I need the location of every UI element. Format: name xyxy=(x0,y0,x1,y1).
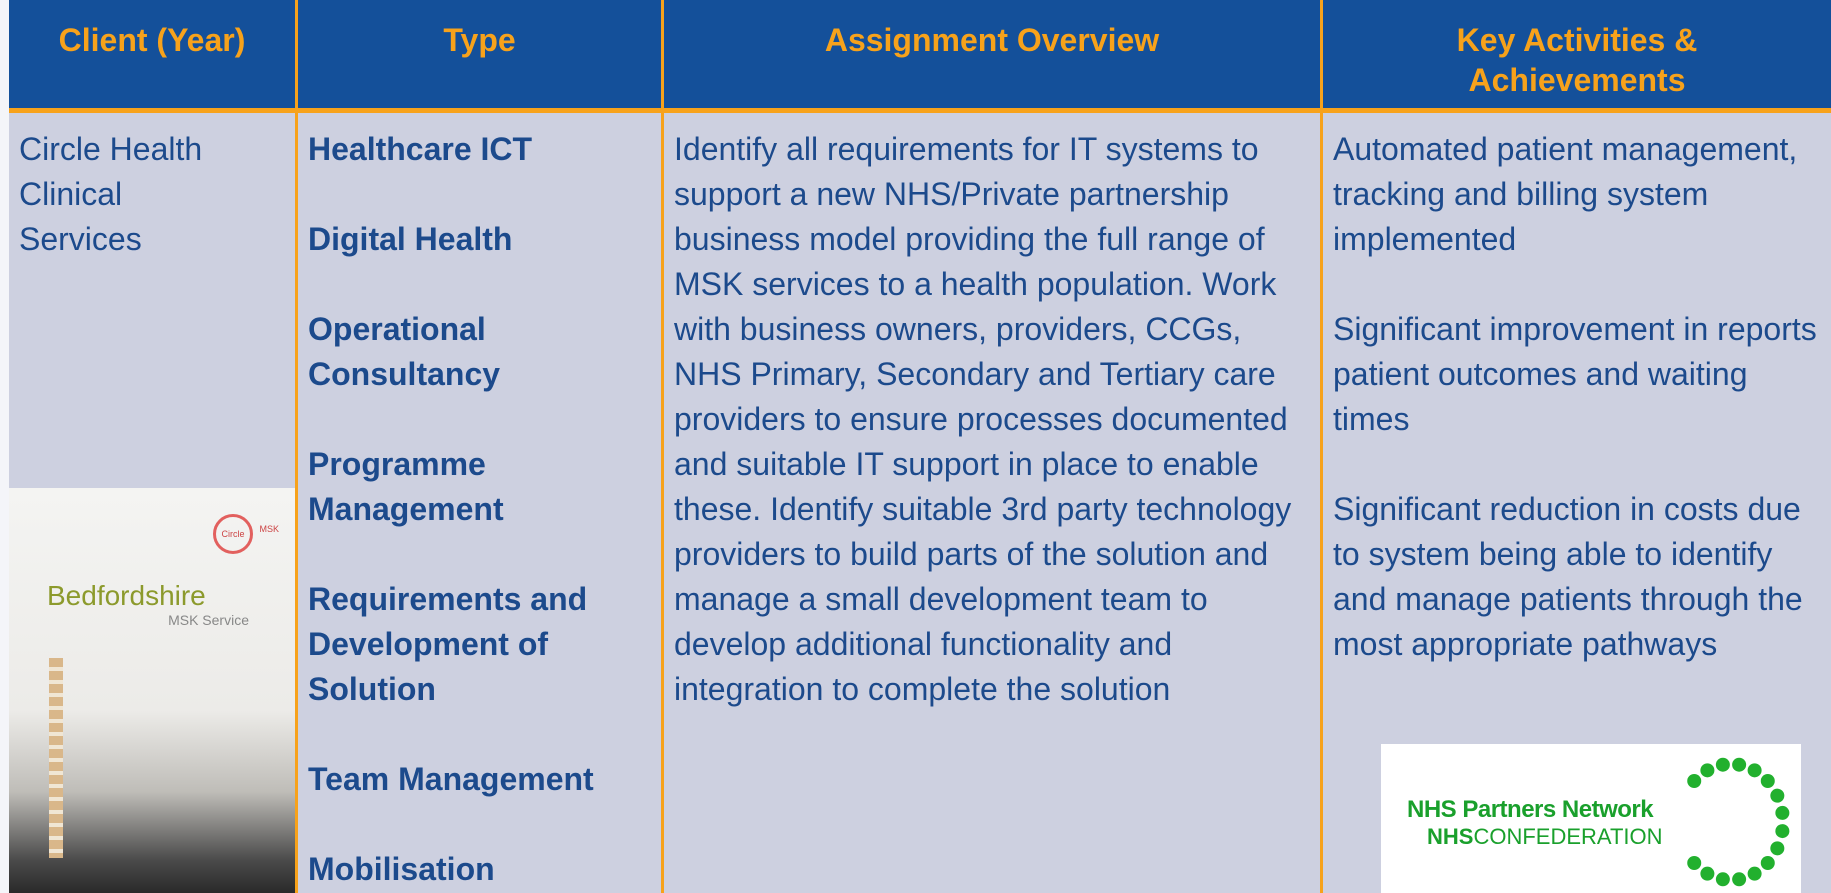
header-cell: Client (Year) xyxy=(9,0,295,113)
column: Client (Year) Circle Health Clinical Ser… xyxy=(9,0,298,893)
dots xyxy=(1687,757,1790,887)
header-cell: Type xyxy=(298,0,661,113)
column: Key Activities & Achievements Automated … xyxy=(1323,0,1831,893)
type-item: Digital Health xyxy=(308,221,513,257)
dot xyxy=(1732,872,1747,887)
logo-line: NHS Partners Network xyxy=(1407,796,1654,823)
logo-line: NHSCONFEDERATION xyxy=(1427,824,1663,850)
type-item: Operational Consultancy xyxy=(308,311,501,392)
header-cell: Key Activities & Achievements xyxy=(1323,0,1831,113)
logo-bold: NHS xyxy=(1427,824,1474,849)
achievement: Significant reduction in costs due to sy… xyxy=(1333,491,1803,662)
dot xyxy=(1770,841,1785,856)
dot xyxy=(1775,805,1790,820)
overview: Identify all requirements for IT systems… xyxy=(674,131,1292,707)
dot xyxy=(1687,856,1702,871)
dot xyxy=(1687,773,1702,788)
logo-text: CONFEDERATION xyxy=(1473,824,1663,849)
column: Type Healthcare ICT Digital Health Operati… xyxy=(298,0,664,893)
type-item: Healthcare ICT xyxy=(308,131,533,167)
dot xyxy=(1715,872,1730,887)
cell: Identify all requirements for IT systems… xyxy=(664,113,1320,893)
dot xyxy=(1732,757,1747,772)
dot xyxy=(1700,763,1715,778)
type-item: Programme Management xyxy=(308,446,504,527)
image-title: Bedfordshire xyxy=(47,580,206,611)
achievement: Significant improvement in reports patie… xyxy=(1333,311,1817,437)
cell: Healthcare ICT Digital Health Operational … xyxy=(298,113,661,893)
column: Assignment Overview Identify all require… xyxy=(664,0,1323,893)
dot xyxy=(1747,763,1762,778)
spine xyxy=(49,658,63,858)
dot xyxy=(1770,788,1785,803)
client: Circle Health Clinical Services xyxy=(19,131,203,257)
dot xyxy=(1715,757,1730,772)
nhs-logo: NHS Partners Network NHSCONFEDERATION xyxy=(1381,744,1801,893)
dot xyxy=(1700,866,1715,881)
dot xyxy=(1760,856,1775,871)
achievement: Automated patient management, tracking a… xyxy=(1333,131,1798,257)
header-cell: Assignment Overview xyxy=(664,0,1320,113)
msk-image: Circle MSK Bedfordshire MSK Service xyxy=(9,488,295,893)
dot xyxy=(1775,824,1790,839)
type-item: Mobilisation xyxy=(308,851,495,887)
dot xyxy=(1760,773,1775,788)
brand: Circle xyxy=(213,514,253,554)
type-item: Team Management xyxy=(308,761,594,797)
image-subtitle: MSK Service xyxy=(168,612,249,628)
type-item: Requirements and Development of Solution xyxy=(308,581,588,707)
dot xyxy=(1747,866,1762,881)
brand-suffix: MSK xyxy=(259,524,279,534)
